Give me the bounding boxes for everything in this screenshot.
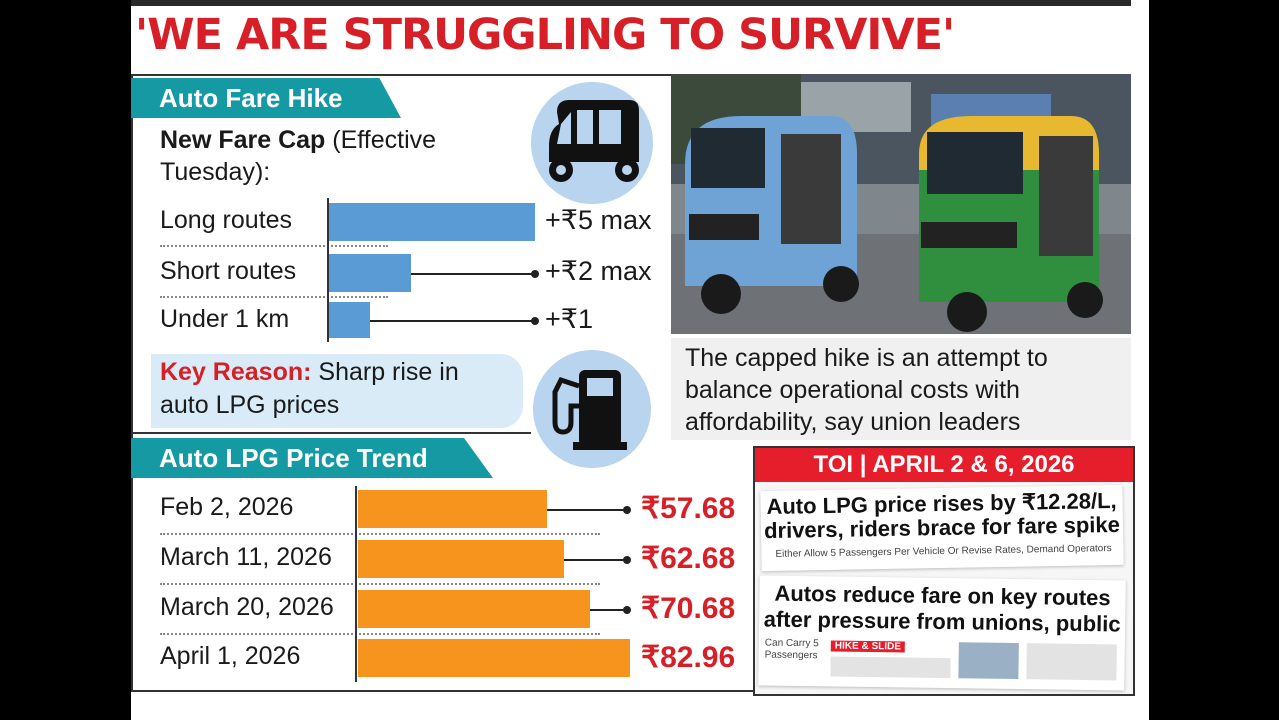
photo-auto-rickshaws — [671, 74, 1131, 334]
auto-rickshaw-icon — [531, 82, 653, 204]
fare-row-divider — [160, 296, 388, 298]
toi-date-banner: TOI | APRIL 2 & 6, 2026 — [755, 448, 1133, 482]
lpg-category-label: April 1, 2026 — [160, 642, 301, 670]
lpg-bar — [358, 590, 590, 628]
fare-cap-effective: (Effective — [325, 126, 437, 154]
key-reason-line-2: auto LPG prices — [160, 391, 340, 419]
fare-cap-bold: New Fare Cap — [160, 126, 326, 154]
fare-row-divider — [160, 245, 388, 247]
fare-leader-dot — [531, 317, 539, 325]
frame-bottom-rule — [131, 690, 753, 692]
clip1-subhead: Either Allow 5 Passengers Per Vehicle Or… — [775, 543, 1112, 560]
caption-line-3: affordability, say union leaders — [685, 408, 1021, 436]
frame-left-rule — [131, 74, 133, 692]
fare-leader-dot — [531, 270, 539, 278]
fare-cap-heading: New Fare Cap (Effective — [160, 126, 436, 155]
frame-top-rule — [131, 74, 671, 76]
fare-cap-day: Tuesday): — [160, 158, 271, 186]
lpg-row-divider — [160, 633, 600, 635]
fare-hike-tab: Auto Fare Hike — [131, 78, 401, 118]
photo-caption-box: The capped hike is an attempt to balance… — [671, 338, 1131, 440]
key-reason-line-1: Key Reason: Sharp rise in — [160, 358, 459, 387]
clip2-side-line-2: Passengers — [764, 649, 818, 662]
fare-category-label: Long routes — [160, 206, 293, 234]
clip2-text-column — [1026, 643, 1117, 681]
infographic: 'WE ARE STRUGGLING TO SURVIVE' Auto Fare… — [131, 0, 1149, 720]
clip2-text-block — [830, 656, 951, 679]
lpg-leader-line — [547, 509, 627, 511]
lpg-chart-axis — [355, 486, 357, 682]
lpg-leader-dot — [623, 506, 631, 514]
caption-line-1: The capped hike is an attempt to — [685, 344, 1048, 372]
lpg-bar — [358, 540, 564, 578]
key-reason-box — [151, 354, 523, 428]
clipping-1: Auto LPG price rises by ₹12.28/L, driver… — [760, 484, 1124, 572]
lpg-value-label: ₹62.68 — [641, 542, 736, 575]
lpg-bar — [358, 490, 547, 528]
fare-category-label: Under 1 km — [160, 305, 290, 333]
lpg-value-label: ₹57.68 — [641, 492, 736, 525]
lpg-value-label: ₹82.96 — [641, 641, 736, 674]
fare-leader-line — [411, 273, 535, 275]
clip2-title-line-2: after pressure from unions, public — [763, 606, 1121, 637]
lpg-category-label: March 20, 2026 — [160, 593, 334, 621]
key-reason-text: Sharp rise in — [311, 358, 459, 386]
fuel-pump-icon — [533, 350, 651, 468]
clip2-side-line-1: Can Carry 5 — [764, 637, 819, 650]
lpg-leader-dot — [623, 556, 631, 564]
fare-bar — [329, 302, 370, 338]
clip1-title-line-2: drivers, riders brace for fare spike — [763, 511, 1121, 544]
headline: 'WE ARE STRUGGLING TO SURVIVE' — [135, 10, 955, 60]
lpg-row-divider — [160, 533, 600, 535]
fare-chart-axis — [327, 198, 329, 342]
clip2-photo — [958, 642, 1019, 680]
clip2-hike-slide-box: HIKE & SLIDE — [830, 640, 906, 653]
clip2-title-line-1: Autos reduce fare on key routes — [774, 580, 1111, 611]
reason-bottom-rule — [131, 432, 531, 434]
lpg-category-label: March 11, 2026 — [160, 543, 332, 571]
key-reason-label: Key Reason: — [160, 358, 312, 386]
fare-bar — [329, 254, 411, 292]
lpg-leader-line — [590, 609, 627, 611]
lpg-bar — [358, 639, 630, 677]
toi-clippings-panel: TOI | APRIL 2 & 6, 2026 Auto LPG price r… — [753, 446, 1135, 696]
clipping-2: Autos reduce fare on key routes after pr… — [758, 575, 1126, 691]
lpg-category-label: Feb 2, 2026 — [160, 493, 294, 521]
fare-value-label: +₹5 max — [545, 205, 652, 235]
fare-category-label: Short routes — [160, 257, 297, 285]
lpg-leader-line — [564, 559, 627, 561]
lpg-leader-dot — [623, 606, 631, 614]
lpg-trend-tab: Auto LPG Price Trend — [131, 438, 493, 478]
fare-value-label: +₹1 — [545, 304, 593, 334]
fare-bar — [329, 203, 535, 241]
top-rule — [131, 0, 1131, 6]
fare-value-label: +₹2 max — [545, 256, 652, 286]
fare-leader-line — [370, 320, 535, 322]
lpg-row-divider — [160, 583, 600, 585]
caption-line-2: balance operational costs with — [685, 376, 1020, 404]
lpg-value-label: ₹70.68 — [641, 592, 736, 625]
